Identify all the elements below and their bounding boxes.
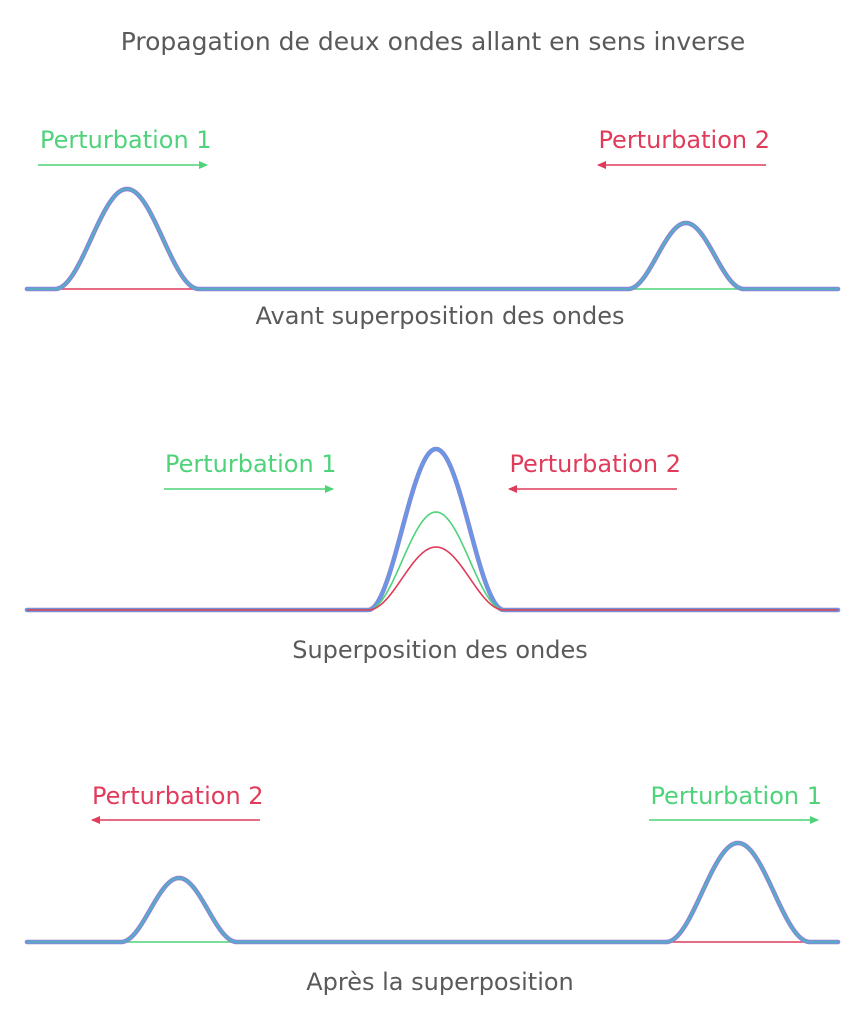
panel3-label-perturbation-1: Perturbation 1 (650, 782, 822, 810)
panel3-resultant-curve (25, 841, 840, 944)
panel3-resultant-core (27, 842, 838, 943)
panel2-wave1-curve (27, 511, 838, 611)
panel1-label-perturbation-1: Perturbation 1 (40, 126, 212, 154)
panel1-resultant-curve (25, 187, 840, 291)
panel1-resultant-core (27, 188, 838, 290)
diagram-title: Propagation de deux ondes allant en sens… (121, 27, 745, 56)
panel3-caption: Après la superposition (306, 968, 574, 996)
panel1-wave1-curve (27, 188, 838, 290)
panel1-resultant-outline (24, 186, 841, 292)
panel2-wave2-curve (27, 546, 838, 611)
panel3-wave1-curve (27, 842, 838, 943)
panel1-label-perturbation-2: Perturbation 2 (598, 126, 770, 154)
panel2-resultant-curve (25, 447, 840, 612)
panel-superposition: Perturbation 1 Perturbation 2 Superposit… (24, 446, 841, 664)
panel2-label-perturbation-2: Perturbation 2 (509, 450, 681, 478)
panel-after-superposition: Perturbation 2 Perturbation 1 Après la s… (24, 782, 841, 996)
panel-before-superposition: Perturbation 1 Perturbation 2 Avant supe… (24, 126, 841, 330)
panel2-resultant-outline (24, 446, 841, 613)
panel3-resultant-outline (24, 840, 841, 945)
panel2-caption: Superposition des ondes (292, 636, 588, 664)
panel3-label-perturbation-2: Perturbation 2 (92, 782, 264, 810)
panel2-label-perturbation-1: Perturbation 1 (165, 450, 337, 478)
panel1-caption: Avant superposition des ondes (256, 302, 625, 330)
